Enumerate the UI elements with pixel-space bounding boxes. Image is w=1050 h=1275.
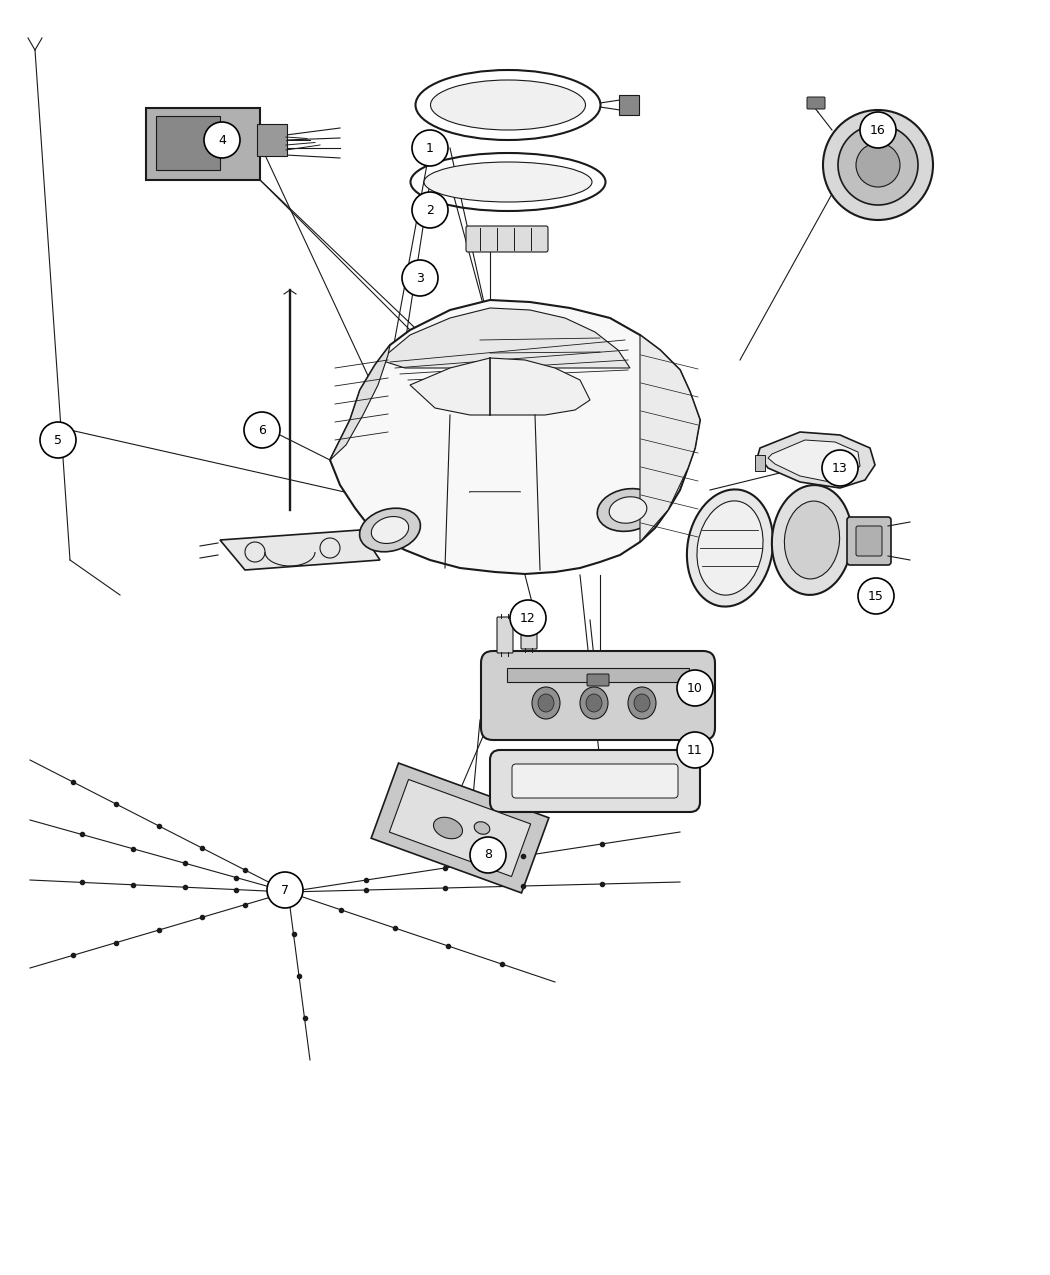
FancyBboxPatch shape <box>755 455 765 470</box>
Polygon shape <box>390 779 530 876</box>
Circle shape <box>510 601 546 636</box>
Circle shape <box>856 143 900 187</box>
Circle shape <box>244 412 280 448</box>
FancyBboxPatch shape <box>521 613 537 649</box>
Polygon shape <box>380 309 630 368</box>
Text: 3: 3 <box>416 272 424 284</box>
Ellipse shape <box>430 80 586 130</box>
Ellipse shape <box>359 509 420 552</box>
FancyBboxPatch shape <box>481 652 715 739</box>
Circle shape <box>412 130 448 166</box>
Text: 10: 10 <box>687 682 702 695</box>
Ellipse shape <box>475 821 489 834</box>
Text: 1: 1 <box>426 142 434 154</box>
Circle shape <box>823 110 933 221</box>
Circle shape <box>822 450 858 486</box>
Text: 8: 8 <box>484 848 492 862</box>
Ellipse shape <box>434 817 462 839</box>
Text: 4: 4 <box>218 134 226 147</box>
FancyBboxPatch shape <box>856 527 882 556</box>
Polygon shape <box>758 432 875 488</box>
Circle shape <box>204 122 240 158</box>
Text: 6: 6 <box>258 423 266 436</box>
FancyBboxPatch shape <box>466 226 548 252</box>
Ellipse shape <box>586 694 602 711</box>
FancyBboxPatch shape <box>257 124 287 156</box>
Text: 16: 16 <box>870 124 886 136</box>
Ellipse shape <box>772 484 853 595</box>
FancyBboxPatch shape <box>497 617 513 653</box>
Circle shape <box>402 260 438 296</box>
Circle shape <box>412 193 448 228</box>
Ellipse shape <box>609 497 647 523</box>
Text: 7: 7 <box>281 884 289 896</box>
FancyBboxPatch shape <box>146 108 260 180</box>
Circle shape <box>470 836 506 873</box>
Circle shape <box>858 578 894 615</box>
FancyBboxPatch shape <box>507 668 689 682</box>
Text: 5: 5 <box>54 434 62 446</box>
Circle shape <box>677 669 713 706</box>
Ellipse shape <box>532 687 560 719</box>
Polygon shape <box>220 530 380 570</box>
FancyBboxPatch shape <box>156 116 220 170</box>
Text: 11: 11 <box>687 743 702 756</box>
Ellipse shape <box>424 162 592 201</box>
Text: 15: 15 <box>868 589 884 603</box>
Ellipse shape <box>784 501 840 579</box>
Polygon shape <box>410 358 590 414</box>
Ellipse shape <box>687 490 773 607</box>
Polygon shape <box>768 440 860 482</box>
FancyBboxPatch shape <box>847 516 891 565</box>
Ellipse shape <box>697 501 763 595</box>
Text: 13: 13 <box>832 462 848 474</box>
Circle shape <box>838 125 918 205</box>
Ellipse shape <box>628 687 656 719</box>
Polygon shape <box>640 335 700 542</box>
Ellipse shape <box>372 516 408 543</box>
Ellipse shape <box>597 488 658 532</box>
Circle shape <box>860 112 896 148</box>
Circle shape <box>267 872 303 908</box>
Ellipse shape <box>634 694 650 711</box>
FancyBboxPatch shape <box>807 97 825 108</box>
FancyBboxPatch shape <box>620 96 639 115</box>
FancyBboxPatch shape <box>587 674 609 686</box>
Polygon shape <box>371 762 549 892</box>
Polygon shape <box>330 300 700 574</box>
Ellipse shape <box>538 694 554 711</box>
Text: 12: 12 <box>520 612 536 625</box>
Circle shape <box>677 732 713 768</box>
Ellipse shape <box>580 687 608 719</box>
Circle shape <box>40 422 76 458</box>
FancyBboxPatch shape <box>490 750 700 812</box>
Polygon shape <box>330 346 390 460</box>
FancyBboxPatch shape <box>512 764 678 798</box>
Text: 2: 2 <box>426 204 434 217</box>
